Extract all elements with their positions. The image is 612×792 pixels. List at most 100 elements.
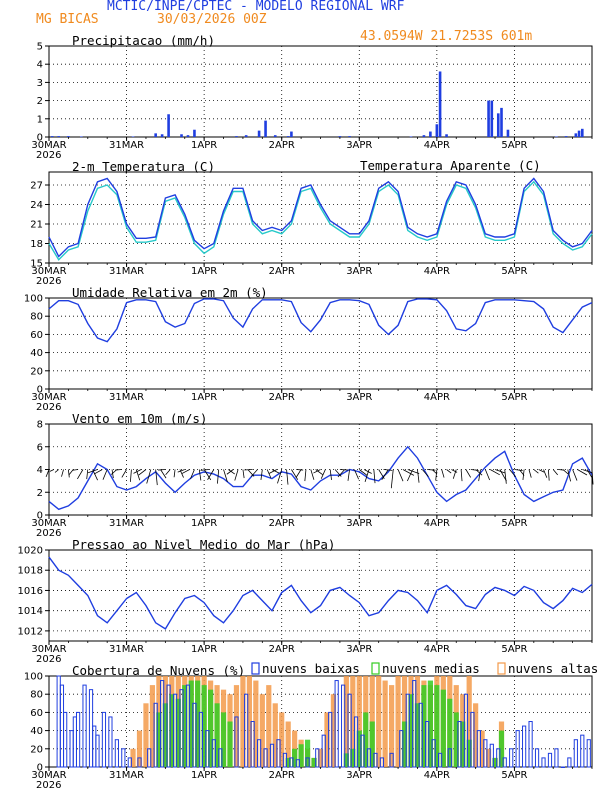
x-tick-label: 31MAR [109,392,144,403]
high-cloud-bar [485,748,492,767]
wind-vector [67,469,70,478]
low-cloud-bar [399,730,404,768]
x-tick-label: 4APR [424,392,450,403]
wind-vector [373,469,376,484]
wind-vector [460,469,463,482]
precip-bar [435,124,439,137]
high-cloud-bar [473,703,479,767]
y-tick-label: 1014 [18,606,43,617]
y-tick-label: 4 [37,465,43,476]
low-cloud-bar [483,739,488,768]
precip-bar [490,100,494,137]
wind-vector [138,469,147,476]
x-year-label: 2026 [36,654,61,665]
legend-label-2: nuvens altas [508,661,598,676]
mid-cloud-bar [447,698,453,767]
x-year-label: 2026 [36,780,61,791]
mid-cloud-bar [408,694,414,767]
low-cloud-bar [560,766,566,768]
x-tick-label: 1APR [191,770,217,781]
chart-title: MCTIC/INPE/CPTEC - MODELO REGIONAL WRF [107,0,405,14]
wind-vector [250,469,258,477]
low-cloud-bar [418,702,423,768]
wind-vector [562,469,569,475]
wind-vector [61,469,64,477]
panel-frame [48,297,593,390]
wind-vector [586,469,593,479]
wind-vector [173,469,176,478]
y-tick-label: 1018 [18,566,43,577]
wind-vector [260,469,263,480]
mid-cloud-bar [434,685,440,767]
high-cloud-bar [240,676,246,767]
wind-vector [567,469,571,482]
wind-vector [363,469,372,474]
high-cloud-bar [356,676,362,767]
mid-cloud-bar [414,703,421,767]
low-cloud-bar [366,748,372,768]
y-tick-label: 1016 [18,586,43,597]
high-cloud-bar [324,712,330,767]
mid-cloud-bar [350,748,356,767]
wind-vector [200,469,210,471]
wind-vector [226,469,234,475]
mid-cloud-bar [156,712,162,767]
wind-vector [77,469,84,480]
wind-vector [334,469,342,477]
y-tick-label: 20 [30,744,43,755]
low-cloud-bar [431,739,436,768]
low-cloud-bar [353,716,359,768]
wind-vector [155,469,158,486]
high-cloud-bar [246,676,252,767]
mid-cloud-bar [201,685,207,767]
x-tick-label: 30MAR [31,770,66,781]
mid-cloud-bar [285,757,291,767]
wind-vector [130,469,132,482]
low-cloud-bar [412,680,417,768]
high-cloud-bar [259,694,265,767]
low-cloud-bar [389,752,394,768]
low-cloud-bar [437,752,443,768]
wind-vector [533,469,539,474]
y-tick-label: 8 [37,420,43,431]
x-tick-label: 30MAR [31,392,66,403]
low-cloud-bar [59,684,65,768]
low-cloud-bar [263,748,268,768]
low-cloud-bar [534,748,540,768]
y-tick-label: 4 [37,60,43,71]
wind-vector [133,469,142,474]
wind-vector [146,469,152,484]
low-cloud-bar [256,739,262,768]
low-cloud-bar [218,748,223,768]
mid-cloud-bar [304,739,311,767]
precip-bar [67,136,70,137]
low-cloud-bar [69,730,74,768]
mid-cloud-bar [453,712,459,767]
low-cloud-bar [547,752,553,768]
mid-cloud-bar [343,753,349,767]
wind-vector [244,469,253,471]
wind-vector [509,469,516,477]
x-tick-label: 1APR [191,392,217,403]
precip-bar [506,129,510,137]
wind-vector [68,469,74,476]
precip-bar [57,136,60,137]
x-tick-label: 2APR [269,392,295,403]
precip-bar [564,136,568,137]
mid-cloud-bar [427,680,433,767]
wind-vector [337,469,346,478]
x-year-label: 2026 [36,276,61,287]
low-cloud-bar [172,693,178,768]
wind-vector [422,469,429,477]
low-cloud-bar [114,739,119,768]
precip-bar [257,130,261,137]
low-cloud-bar [185,684,191,768]
wind-vector [591,469,594,485]
station-coords: 43.0594W 21.7253S 601m [360,29,533,44]
y-tick-label: 40 [30,348,43,359]
high-cloud-bar [376,676,382,767]
high-cloud-bar [330,694,337,767]
wind-vector [304,469,307,482]
wind-vector [577,469,588,476]
legend-swatch-2 [497,662,506,675]
